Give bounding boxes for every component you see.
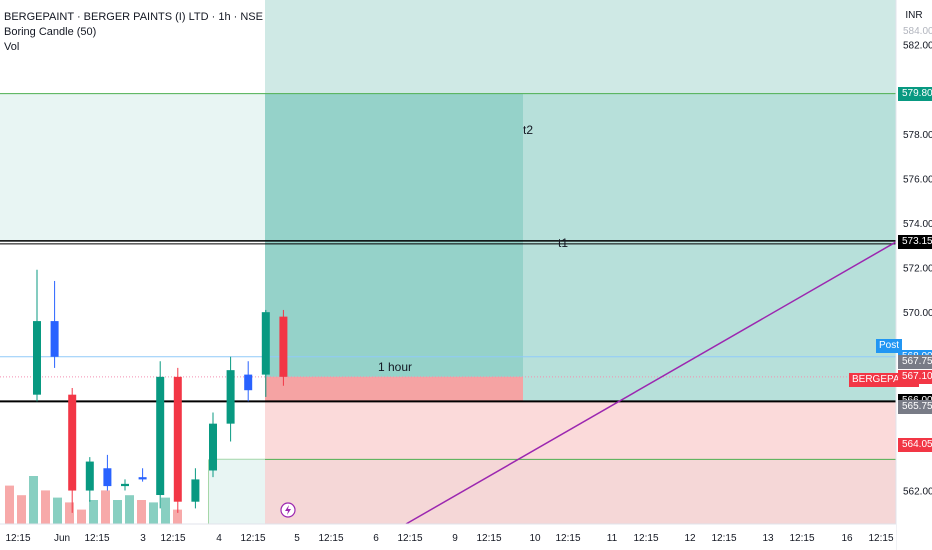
volume-bar xyxy=(125,495,134,524)
long-position-profit xyxy=(265,93,523,377)
left-target-zone xyxy=(0,93,265,242)
time-tick: 12:15 xyxy=(84,533,109,544)
candle-body xyxy=(156,376,165,496)
volume-label[interactable]: Vol xyxy=(4,41,20,53)
candle-body xyxy=(191,479,200,502)
price-label-target1: 573.15 xyxy=(898,234,932,249)
time-tick: 12:15 xyxy=(240,533,265,544)
volume-bar xyxy=(149,502,158,524)
time-tick: 13 xyxy=(762,533,774,544)
price-tick: 562.00 xyxy=(903,487,932,498)
time-tick: 12:15 xyxy=(555,533,580,544)
target2-annotation[interactable]: t2 xyxy=(523,123,534,137)
candle-body xyxy=(33,321,41,395)
trend-line xyxy=(405,241,897,525)
volume-bar xyxy=(53,497,62,524)
candle-body xyxy=(261,312,270,375)
price-tick: 570.00 xyxy=(903,308,932,319)
time-tick: 12:15 xyxy=(5,533,30,544)
time-tick: 12:15 xyxy=(397,533,422,544)
time-tick: 12:15 xyxy=(789,533,814,544)
time-tick: 12:15 xyxy=(476,533,501,544)
target1-annotation[interactable]: t1 xyxy=(558,236,569,250)
candle-body xyxy=(68,394,77,491)
candle-body xyxy=(279,316,288,377)
price-label-last: 567.10 xyxy=(898,369,932,384)
volume-bar xyxy=(77,509,86,524)
candle-body xyxy=(138,477,147,480)
time-tick: 16 xyxy=(841,533,853,544)
price-tick: 574.00 xyxy=(903,219,932,230)
candle-body xyxy=(209,423,217,471)
candle-body xyxy=(103,468,112,487)
price-axis xyxy=(896,0,932,550)
lower-box xyxy=(209,459,896,524)
price-tick: 572.00 xyxy=(903,264,932,275)
price-tick: 576.00 xyxy=(903,174,932,185)
chart-legend: BERGEPAINT · BERGER PAINTS (I) LTD · 1h … xyxy=(4,10,263,55)
volume-bar xyxy=(161,497,170,524)
volume-bar xyxy=(173,509,182,524)
time-tick: 12:15 xyxy=(318,533,343,544)
volume-bar xyxy=(17,495,26,524)
duration-annotation[interactable]: 1 hour xyxy=(378,360,413,374)
price-label-high-mark: 567.75 xyxy=(898,355,932,370)
volume-bar xyxy=(5,485,14,524)
candle-body xyxy=(173,376,182,502)
volume-bar xyxy=(113,500,122,524)
price-label-stop: 564.05 xyxy=(898,437,932,452)
time-tick: 4 xyxy=(216,533,222,544)
candle-body xyxy=(244,374,253,391)
volume-bar xyxy=(101,490,110,524)
time-tick: 12:15 xyxy=(868,533,893,544)
volume-bar xyxy=(29,476,38,524)
price-label-low-mark: 565.75 xyxy=(898,399,932,414)
indicator-label[interactable]: Boring Candle (50) xyxy=(4,26,97,38)
time-tick: 12:15 xyxy=(633,533,658,544)
lower-box-fill xyxy=(209,459,265,524)
time-tick: 10 xyxy=(529,533,541,544)
volume-bar xyxy=(89,500,98,524)
time-tick: 9 xyxy=(452,533,458,544)
price-tick-clipped: 584.00 xyxy=(903,26,932,37)
candle-body xyxy=(85,461,94,491)
time-tick: Jun xyxy=(54,533,70,544)
candle-body xyxy=(50,321,59,357)
price-tick: 578.00 xyxy=(903,130,932,141)
time-tick: 6 xyxy=(373,533,379,544)
currency-label[interactable]: INR xyxy=(905,10,923,21)
price-tick: 582.00 xyxy=(903,41,932,52)
lightning-icon xyxy=(285,505,291,515)
post-tag: Post xyxy=(876,339,903,353)
volume-bar xyxy=(137,500,146,524)
volume-bar xyxy=(41,490,50,524)
time-tick: 12:15 xyxy=(711,533,736,544)
volume-bar xyxy=(65,502,74,524)
symbol-title[interactable]: BERGEPAINT · BERGER PAINTS (I) LTD · 1h … xyxy=(4,11,263,23)
time-tick: 12:15 xyxy=(160,533,185,544)
candle-body xyxy=(121,483,129,487)
price-label-target2: 579.80 xyxy=(898,86,932,101)
candle-body xyxy=(226,370,235,424)
time-tick: 3 xyxy=(140,533,146,544)
time-axis xyxy=(0,524,896,550)
time-tick: 11 xyxy=(607,533,618,544)
time-tick: 12 xyxy=(684,533,696,544)
time-tick: 5 xyxy=(294,533,300,544)
